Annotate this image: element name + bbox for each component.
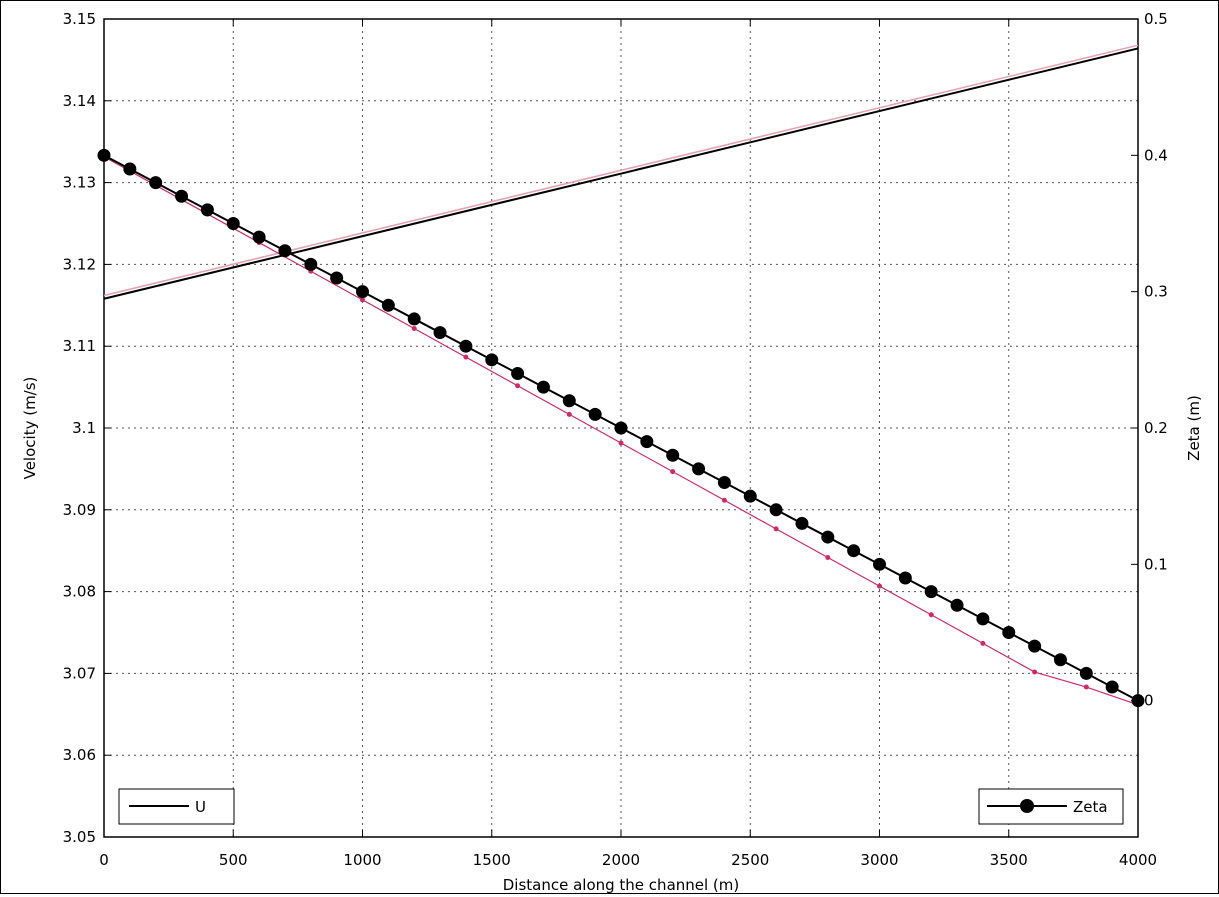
series-2-point [743,489,757,503]
x-tick-label: 2000 [602,851,640,869]
legend-u-label: U [195,798,206,816]
y-left-tick-label: 3.06 [63,746,96,764]
legend-zeta: Zeta [978,788,1124,825]
x-tick-label: 1500 [473,851,511,869]
series-2-point [407,312,421,326]
series-1-line [103,44,1139,297]
series-3-point [773,526,779,532]
series-2-point [1079,666,1093,680]
x-tick-label: 500 [219,851,248,869]
series-2-point [149,176,163,190]
series-3-point [670,469,676,475]
y-right-tick-label: 0.4 [1144,146,1168,164]
series-2-point [356,285,369,299]
y-left-tick-label: 3.05 [63,828,96,846]
y-left-tick-label: 3.1 [72,419,96,437]
series-3-point [463,354,469,360]
x-axis-label: Distance along the channel (m) [503,876,740,893]
x-tick-label: 2500 [731,851,769,869]
series-3-point [1083,684,1089,690]
legend-zeta-marker [1020,799,1034,813]
series-3-point [721,497,727,503]
series-2-point [588,407,602,421]
series-2-point [614,421,628,435]
x-tick-label: 0 [99,851,109,869]
series-2-point [433,326,447,340]
y-axis-label-right: Zeta (m) [1185,395,1203,461]
series-layer [97,44,1145,708]
series-2-point [950,598,964,612]
y-left-tick-label: 3.15 [63,10,96,28]
series-2-point [381,298,395,312]
series-2-point [123,162,137,176]
y-left-tick-label: 3.08 [63,583,96,601]
ticks: 0 500 1000 1500 2000 2500 3000 3500 4000 3.05 3.06… [63,10,1168,869]
x-tick-label: 3000 [860,851,898,869]
y-right-tick-label: 0.5 [1144,10,1168,28]
series-2-point [278,244,292,258]
series-2-point [459,339,473,353]
series-2-point [1002,626,1016,639]
x-tick-label: 3500 [990,851,1028,869]
series-2-point [562,394,576,408]
y-right-tick-label: 0.2 [1144,419,1168,437]
y-left-tick-label: 3.12 [63,255,96,273]
series-2-point [1105,680,1119,694]
x-tick-label: 4000 [1119,851,1157,869]
y-left-tick-label: 3.09 [63,501,96,519]
y-left-tick-label: 3.13 [63,174,96,192]
series-2-point [769,503,783,517]
y-left-tick-label: 3.14 [63,92,96,110]
series-2-point [795,516,809,530]
series-2-point [821,530,835,544]
y-left-tick-label: 3.07 [63,664,96,682]
y-right-tick-label: 0.1 [1144,555,1168,573]
series-2-point [692,462,706,476]
series-2-point [485,353,499,367]
series-3-point [928,612,934,618]
series-3-point [515,383,521,389]
series-2-point [511,366,525,380]
series-2-point [1028,639,1042,653]
series-2-point [304,257,318,271]
series-2-point [330,271,344,285]
series-0-line [103,47,1139,300]
series-2-point [640,435,654,449]
legend-zeta-label: Zeta [1073,798,1108,816]
y-axis-label-left: Velocity (m/s) [21,377,39,480]
series-3-point [877,583,882,589]
series-3-point [411,325,417,331]
y-right-tick-label: 0 [1144,692,1154,710]
series-2-point [873,557,886,571]
series-3-point [360,297,365,303]
series-2-point [924,585,938,599]
series-2-point [226,217,240,230]
series-2-point [898,571,912,585]
series-2-point [666,448,680,462]
series-2-point [252,230,266,244]
series-3-point [980,640,986,646]
series-2-point [1053,653,1067,667]
series-2-point [536,380,550,394]
series-3-point [825,555,831,561]
series-2-point [200,203,214,217]
legend-u: U [118,788,235,825]
y-left-tick-label: 3.11 [63,337,96,355]
x-tick-label: 1000 [343,851,381,869]
series-2-point [97,148,111,162]
series-2-point [1131,694,1145,708]
series-3-point [1032,669,1038,675]
series-2-point [175,189,189,203]
series-2-point [976,612,990,626]
y-right-tick-label: 0.3 [1144,283,1168,301]
series-2-point [847,544,861,558]
series-2-point [717,476,731,490]
series-3-point [566,411,572,417]
series-3-point [618,440,624,446]
